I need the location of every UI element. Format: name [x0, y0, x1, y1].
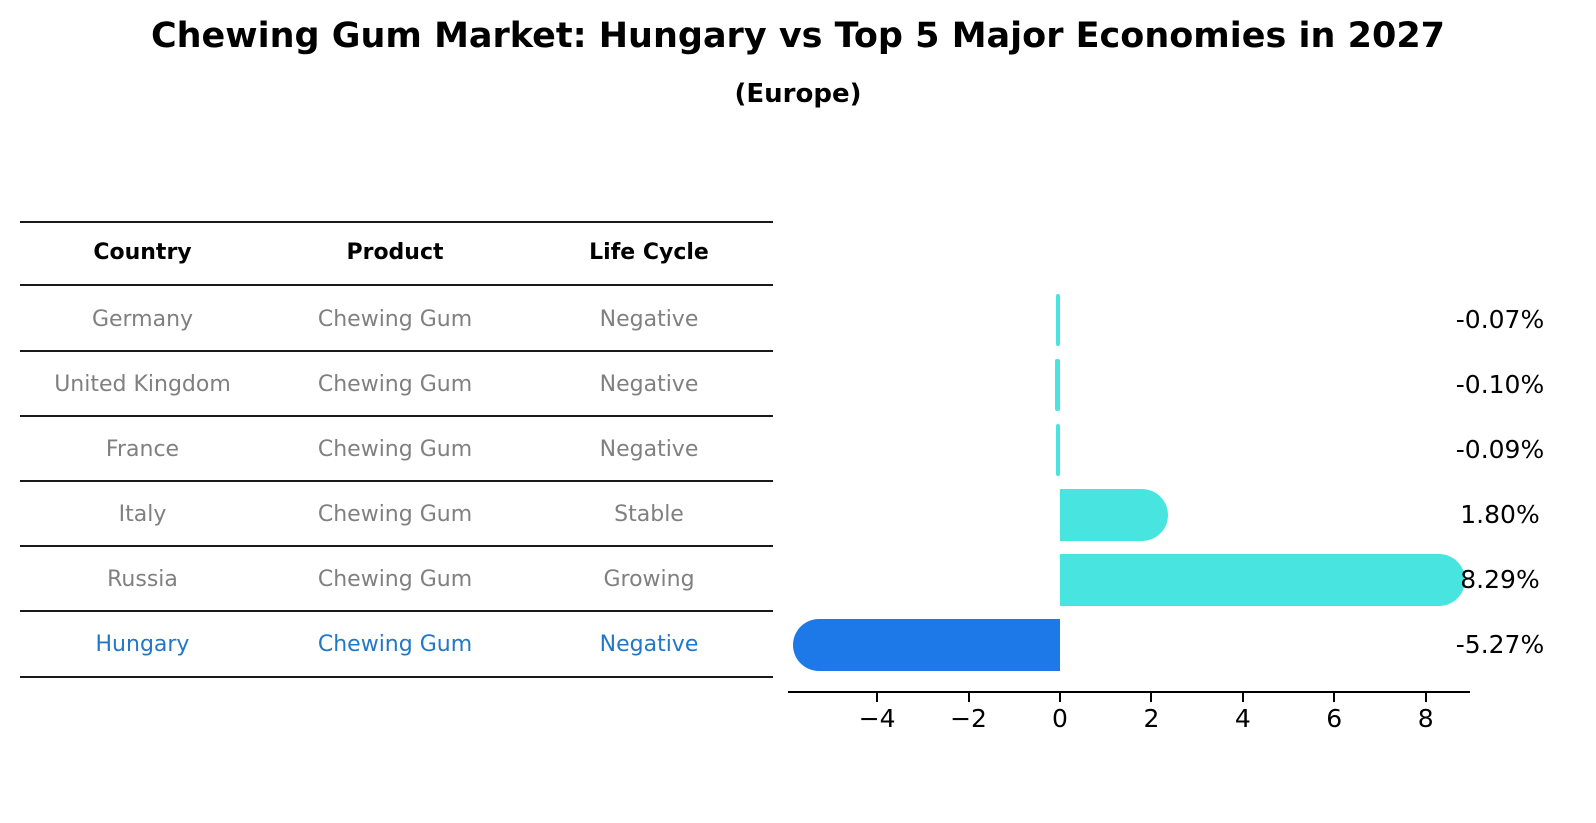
- bar-value-label: 1.80%: [1460, 500, 1540, 529]
- table-header-product: Product: [346, 240, 444, 265]
- table-cell-life-cycle: Negative: [599, 307, 699, 332]
- bar-value-label: 8.29%: [1460, 565, 1540, 594]
- table-cell-country: United Kingdom: [54, 372, 231, 397]
- x-axis-tick-label: 4: [1234, 704, 1251, 733]
- x-axis-tick-label: −4: [858, 704, 896, 733]
- table-rule-bottom: [20, 676, 773, 678]
- x-axis-tick: [1333, 693, 1336, 702]
- table-rule: [20, 610, 773, 612]
- table-cell-country: France: [105, 437, 180, 462]
- table-cell-product: Chewing Gum: [317, 372, 473, 397]
- chart-title: Chewing Gum Market: Hungary vs Top 5 Maj…: [150, 16, 1446, 56]
- bar-value-label: -5.27%: [1455, 630, 1545, 659]
- bar-germany: [1055, 294, 1060, 346]
- bar-france: [1055, 424, 1060, 476]
- bar-value-label: -0.09%: [1455, 435, 1545, 464]
- x-axis-tick: [1241, 693, 1244, 702]
- table-cell-country: Russia: [107, 567, 178, 592]
- bar-hungary-highlighted: [793, 619, 1060, 671]
- table-rule-top: [20, 221, 773, 223]
- table-rule: [20, 415, 773, 417]
- table-cell-product: Chewing Gum: [317, 502, 473, 527]
- table-cell-country-highlighted: Hungary: [95, 632, 190, 657]
- table-cell-country: Germany: [91, 307, 194, 332]
- table-cell-product: Chewing Gum: [317, 567, 473, 592]
- table-cell-life-cycle: Growing: [603, 567, 695, 592]
- bar-italy: [1059, 489, 1169, 541]
- table-cell-life-cycle: Negative: [599, 372, 699, 397]
- table-cell-product: Chewing Gum: [317, 437, 473, 462]
- x-axis-tick: [967, 693, 970, 702]
- chart-subtitle: (Europe): [734, 79, 862, 109]
- x-axis-tick-label: −2: [950, 704, 987, 733]
- table-rule: [20, 350, 773, 352]
- table-cell-life-cycle-highlighted: Negative: [599, 632, 699, 657]
- table-rule: [20, 545, 773, 547]
- x-axis-tick: [876, 693, 879, 702]
- table-header-life-cycle: Life Cycle: [589, 240, 709, 265]
- bar-united-kingdom: [1055, 359, 1060, 411]
- x-axis-tick: [1058, 693, 1061, 702]
- table-header-country: Country: [93, 240, 192, 265]
- x-axis-tick: [1150, 693, 1153, 702]
- table-cell-life-cycle: Negative: [599, 437, 699, 462]
- bar-value-label: -0.07%: [1455, 305, 1545, 334]
- x-axis-tick-label: 0: [1052, 704, 1068, 733]
- table-cell-product: Chewing Gum: [317, 307, 473, 332]
- bar-value-label: -0.10%: [1455, 370, 1545, 399]
- table-cell-life-cycle: Stable: [614, 502, 684, 527]
- x-axis-tick-label: 6: [1326, 704, 1343, 733]
- x-axis-tick-label: 8: [1417, 704, 1434, 733]
- table-rule-header: [20, 284, 773, 286]
- table-cell-product-highlighted: Chewing Gum: [317, 632, 473, 657]
- bar-russia: [1059, 554, 1465, 606]
- x-axis-tick-label: 2: [1143, 704, 1160, 733]
- table-rule: [20, 480, 773, 482]
- x-axis-tick: [1424, 693, 1427, 702]
- x-axis-line: [788, 691, 1470, 693]
- table-cell-country: Italy: [118, 502, 167, 527]
